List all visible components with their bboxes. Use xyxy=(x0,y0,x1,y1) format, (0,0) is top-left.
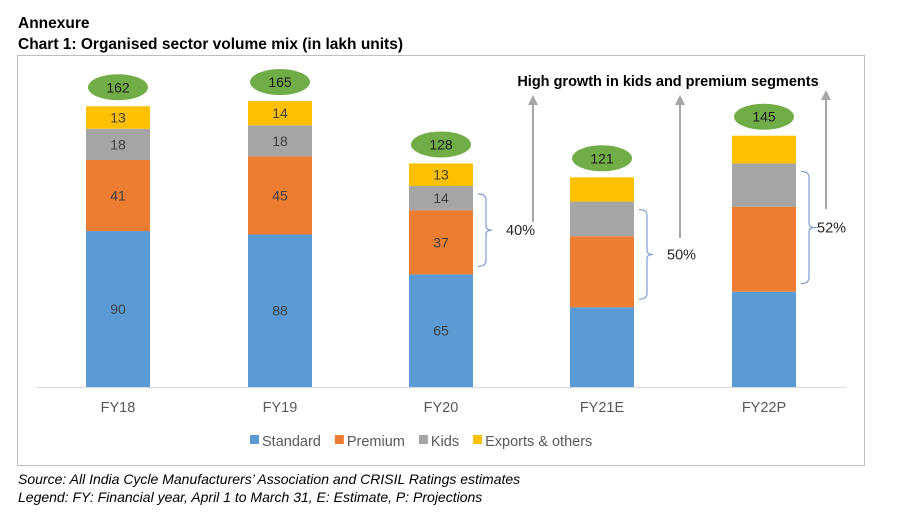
bar-segment-exports-others-fy19 xyxy=(248,101,312,126)
annotations-layer: 40% 50% 52% xyxy=(477,90,846,300)
total-label: 121 xyxy=(590,150,614,166)
total-label: 145 xyxy=(752,109,776,125)
bar-segment-exports-others-fy18 xyxy=(86,106,150,129)
data-label: 45 xyxy=(272,188,288,204)
legend: Standard Premium Kids Exports & others xyxy=(250,434,592,450)
total-badge xyxy=(411,131,471,158)
legend-label: Standard xyxy=(262,434,321,450)
legend-label: Kids xyxy=(431,434,459,450)
bar-segment-standard-fy18 xyxy=(86,231,150,387)
data-label: 88 xyxy=(272,303,288,319)
share-bracket xyxy=(638,208,654,300)
legend-label: Premium xyxy=(347,434,405,450)
bars-layer: 90 41 18 13 88 45 18 14 65 37 14 13 xyxy=(86,101,796,387)
data-label: 13 xyxy=(433,167,449,183)
bar-segment-exports-others-fy22p xyxy=(732,135,796,164)
bar-segment-kids-fy21e xyxy=(570,201,634,237)
data-label: 65 xyxy=(433,323,449,339)
data-label: 37 xyxy=(433,234,449,250)
bar-segment-premium-fy22p xyxy=(732,206,796,292)
bar-segment-standard-fy20 xyxy=(409,274,473,387)
arrow-up-icon xyxy=(528,95,538,105)
total-badge xyxy=(734,103,794,130)
x-tick-labels: FY18 FY19 FY20 FY21E FY22P xyxy=(101,400,787,416)
legend-swatch xyxy=(418,435,428,444)
share-label: 40% xyxy=(506,223,535,239)
data-label: 18 xyxy=(110,136,126,152)
bar-segment-kids-fy22p xyxy=(732,163,796,207)
bar-segment-kids-fy19 xyxy=(248,125,312,157)
bar-segment-premium-fy18 xyxy=(86,159,150,232)
bar-segment-standard-fy22p xyxy=(732,291,796,387)
data-label: 18 xyxy=(272,133,288,149)
x-tick-label: FY22P xyxy=(742,400,786,416)
arrow-up-icon xyxy=(675,95,685,105)
x-tick-label: FY19 xyxy=(263,400,298,416)
total-label: 165 xyxy=(268,74,292,90)
x-tick-label: FY18 xyxy=(101,400,136,416)
share-bracket xyxy=(477,193,493,267)
total-badges: 162 165 128 121 145 xyxy=(88,69,794,172)
source-note: Source: All India Cycle Manufacturers’ A… xyxy=(18,471,521,487)
total-badge xyxy=(250,69,310,96)
bar-segment-kids-fy20 xyxy=(409,185,473,211)
share-label: 52% xyxy=(817,221,846,237)
bar-segment-exports-others-fy21e xyxy=(570,177,634,202)
bar-segment-premium-fy19 xyxy=(248,156,312,235)
annotation-headline: High growth in kids and premium segments xyxy=(517,74,818,90)
legend-swatch xyxy=(473,435,483,444)
total-label: 128 xyxy=(429,136,453,152)
bar-segment-exports-others-fy20 xyxy=(409,163,473,186)
bar-segment-standard-fy19 xyxy=(248,234,312,387)
total-badge xyxy=(572,145,632,172)
legend-swatch xyxy=(250,435,259,444)
data-label: 14 xyxy=(433,190,449,206)
section-heading: Annexure xyxy=(18,15,90,32)
chart-title: Chart 1: Organised sector volume mix (in… xyxy=(18,36,404,53)
x-tick-label: FY20 xyxy=(424,400,459,416)
total-badge xyxy=(88,74,148,101)
share-label: 50% xyxy=(667,247,696,263)
legend-label: Exports & others xyxy=(485,434,592,450)
bar-segment-kids-fy18 xyxy=(86,128,150,160)
total-label: 162 xyxy=(106,79,130,95)
data-label: 13 xyxy=(110,110,126,126)
data-label: 90 xyxy=(110,301,126,317)
bar-segment-premium-fy21e xyxy=(570,236,634,308)
x-tick-label: FY21E xyxy=(580,400,625,416)
bar-segment-standard-fy21e xyxy=(570,307,634,387)
legend-note: Legend: FY: Financial year, April 1 to M… xyxy=(18,489,483,505)
data-label: 41 xyxy=(110,188,126,204)
bar-segment-premium-fy20 xyxy=(409,210,473,275)
chart-frame xyxy=(17,55,865,466)
arrow-up-icon xyxy=(821,90,831,100)
share-bracket xyxy=(800,170,816,285)
legend-swatch xyxy=(334,435,344,444)
data-label: 14 xyxy=(272,105,288,121)
